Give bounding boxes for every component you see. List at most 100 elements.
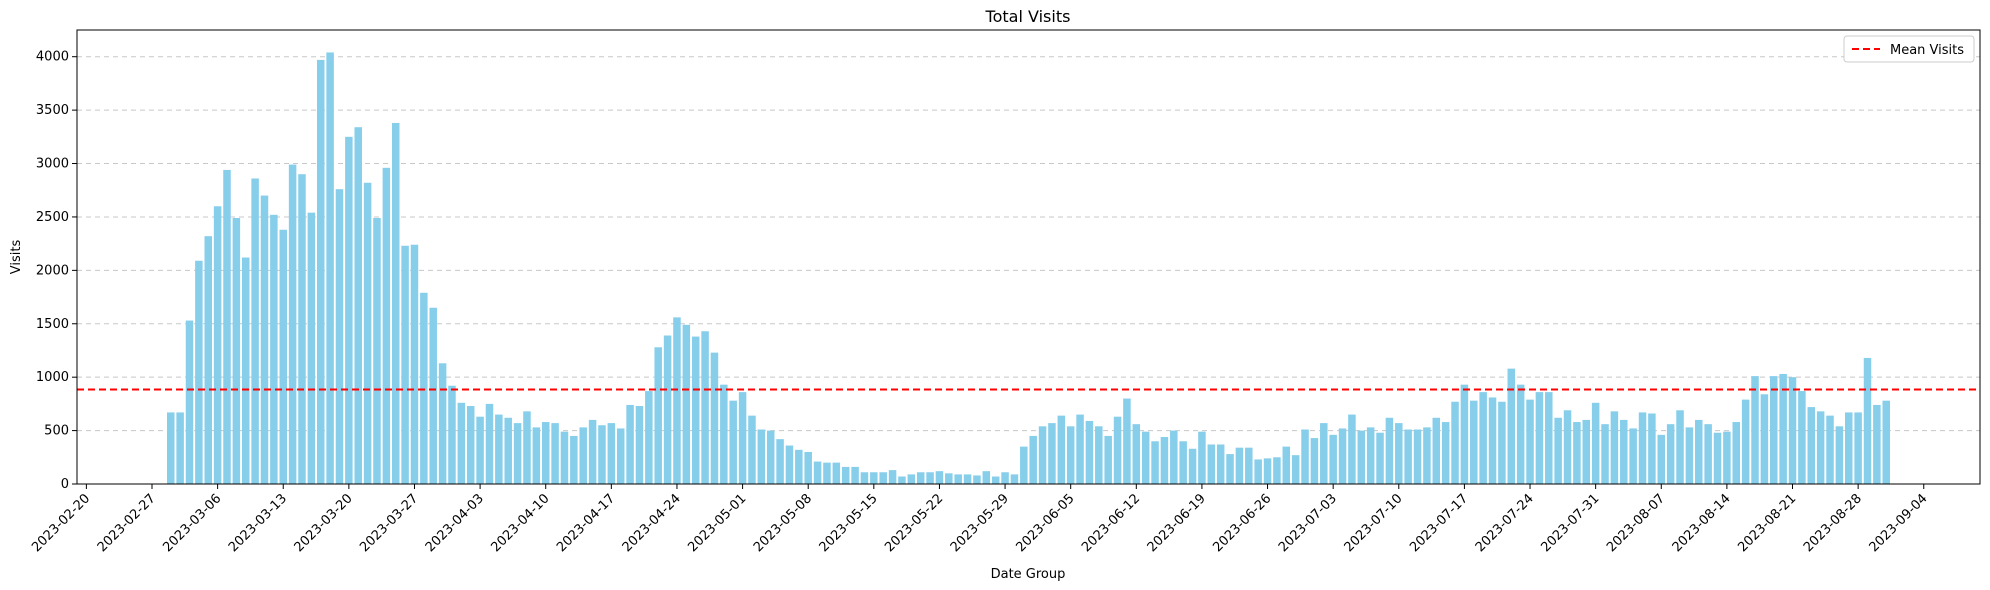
bar	[841, 466, 850, 484]
bar	[1535, 392, 1544, 484]
bar	[776, 439, 784, 484]
bar	[1160, 436, 1169, 484]
bar	[832, 462, 841, 484]
bar	[1338, 428, 1347, 484]
bar	[1470, 400, 1478, 484]
bar	[626, 404, 634, 484]
bar	[1113, 416, 1122, 484]
bar	[560, 431, 569, 484]
bar	[401, 245, 409, 484]
bar	[438, 363, 447, 484]
bar	[326, 52, 334, 484]
bar	[888, 470, 897, 484]
x-axis-label: Date Group	[991, 567, 1066, 582]
bar	[1882, 400, 1891, 484]
bar	[1263, 458, 1272, 484]
bar	[823, 462, 831, 484]
bar	[176, 412, 184, 484]
bar	[1357, 430, 1366, 484]
x-tick-label: 2023-08-07	[1604, 491, 1668, 555]
bar	[476, 416, 484, 484]
bar	[485, 403, 494, 484]
x-tick-label: 2023-03-20	[292, 491, 356, 555]
bar	[223, 169, 231, 484]
bar	[851, 466, 859, 484]
x-tick-label: 2023-08-14	[1670, 491, 1734, 555]
bar	[270, 214, 278, 485]
y-tick-label: 3000	[36, 157, 69, 172]
bar	[1788, 377, 1797, 484]
bar	[166, 412, 175, 484]
bar	[916, 472, 925, 484]
bar	[1123, 398, 1131, 484]
bar	[1732, 422, 1741, 484]
bar	[373, 218, 381, 485]
bar	[1479, 392, 1487, 484]
bar	[1057, 415, 1066, 484]
bar	[1638, 412, 1647, 484]
y-axis-label: Visits	[9, 240, 24, 275]
bar	[429, 307, 437, 484]
bar	[241, 257, 250, 484]
bar	[260, 195, 269, 484]
bar	[185, 320, 194, 484]
bar	[1376, 432, 1384, 484]
bar	[1095, 426, 1103, 484]
bar	[1076, 414, 1084, 484]
bar	[1348, 414, 1356, 484]
bar	[701, 331, 709, 484]
bar	[316, 59, 325, 485]
legend-box	[1843, 35, 1975, 63]
bar	[785, 445, 794, 484]
x-tick-label: 2023-09-04	[1867, 491, 1931, 555]
y-tick-label: 1000	[36, 370, 69, 385]
bar	[954, 474, 962, 484]
bar	[1826, 415, 1834, 484]
grid-lines	[77, 56, 1980, 432]
bar	[879, 472, 887, 484]
x-tick-label: 2023-04-24	[620, 491, 684, 555]
x-tick-label: 2023-07-24	[1473, 491, 1537, 555]
bar	[682, 324, 691, 484]
bar	[1001, 472, 1009, 484]
bar	[1038, 426, 1047, 484]
bar	[1310, 438, 1319, 484]
bar	[1151, 441, 1159, 484]
bar	[1582, 419, 1591, 484]
bar	[1854, 412, 1862, 484]
y-tick-label: 2500	[36, 210, 69, 225]
bar	[1526, 399, 1534, 484]
x-tick-label: 2023-04-03	[423, 491, 487, 555]
bar	[1657, 434, 1666, 484]
y-tick-label: 2000	[36, 263, 69, 278]
bar	[382, 167, 391, 484]
x-tick-label: 2023-05-15	[817, 491, 881, 555]
x-tick-label: 2023-07-17	[1407, 491, 1471, 555]
bar	[420, 292, 428, 484]
bar	[991, 476, 1000, 484]
bar	[673, 317, 681, 484]
x-tick-label: 2023-05-01	[685, 491, 749, 555]
bar	[457, 402, 466, 484]
chart-title: Total Visits	[985, 7, 1071, 26]
bar	[870, 472, 878, 484]
bar	[635, 406, 644, 484]
bar	[1760, 394, 1769, 484]
bar	[541, 422, 550, 484]
plot-frame	[76, 29, 1981, 485]
bar	[813, 461, 822, 484]
bar	[729, 400, 737, 484]
bar	[1216, 444, 1225, 484]
bar	[1245, 447, 1253, 484]
bar	[598, 425, 606, 484]
bar	[391, 122, 400, 485]
bar	[1676, 410, 1684, 484]
bar	[466, 406, 475, 484]
bar	[1423, 427, 1431, 484]
bar	[935, 471, 944, 484]
bar	[1666, 424, 1675, 484]
x-tick-label: 2023-03-06	[160, 491, 224, 555]
bar	[1507, 368, 1516, 484]
x-tick-label: 2023-05-08	[751, 491, 815, 555]
bar	[1451, 401, 1459, 484]
